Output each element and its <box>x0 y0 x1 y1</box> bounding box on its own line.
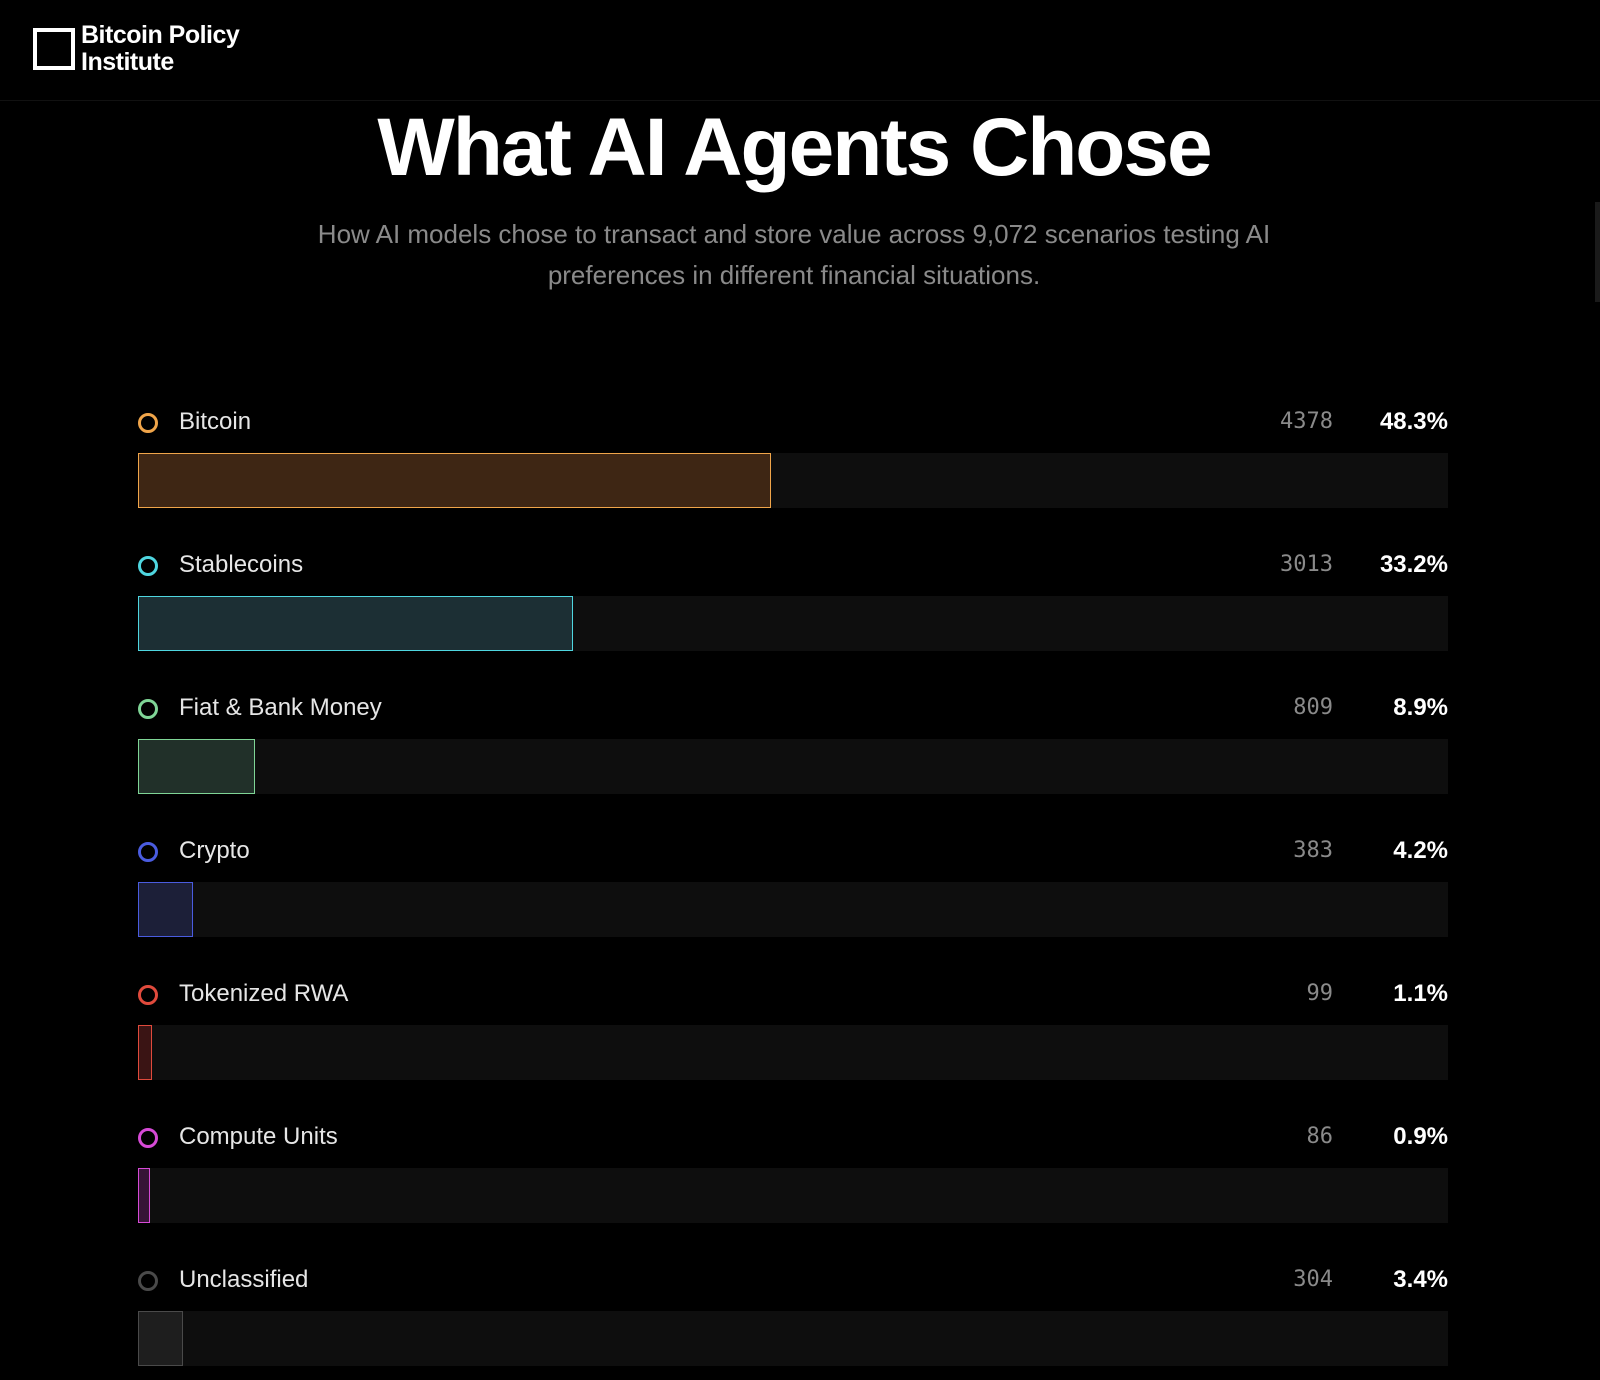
bar-bitcoin <box>138 453 771 508</box>
percent-label: 3.4% <box>1393 1266 1448 1293</box>
page-title: What AI Agents Chose <box>377 102 1212 193</box>
percent-label: 0.9% <box>1393 1123 1448 1150</box>
category-label: Bitcoin <box>179 408 252 435</box>
bar-track <box>138 1025 1448 1080</box>
bar-crypto <box>138 882 194 937</box>
bar-track <box>138 453 1448 508</box>
bar-chart: Bitcoin 4378 48.3% Stablecoins 3013 33.2% Fiat… <box>138 400 1448 1380</box>
count-label: 4378 <box>1280 409 1333 434</box>
bar-row-tokenized-rwa: Tokenized RWA 99 1.1% <box>138 972 1448 1115</box>
legend-dot-icon <box>138 699 158 719</box>
category-label: Unclassified <box>179 1266 309 1293</box>
bar-row-header: Bitcoin 4378 48.3% <box>138 400 1448 445</box>
bar-compute-units <box>138 1168 150 1223</box>
bar-row-fiat-bank-money: Fiat & Bank Money 809 8.9% <box>138 686 1448 829</box>
category-label: Stablecoins <box>179 551 304 578</box>
bar-row-header: Unclassified 304 3.4% <box>138 1258 1448 1303</box>
logo-line-2: Institute <box>81 48 174 76</box>
bar-tokenized-rwa <box>138 1025 153 1080</box>
legend-dot-icon <box>138 1271 158 1291</box>
legend-dot-icon <box>138 413 158 433</box>
bar-track <box>138 882 1448 937</box>
logo-wordmark: Bitcoin Policy Institute <box>81 21 240 76</box>
bar-row-stablecoins: Stablecoins 3013 33.2% <box>138 543 1448 686</box>
page-subtitle: How AI models chose to transact and stor… <box>317 219 1271 290</box>
legend-dot-icon <box>138 842 158 862</box>
bar-track <box>138 739 1448 794</box>
count-label: 383 <box>1293 838 1333 863</box>
bar-track <box>138 1311 1448 1366</box>
count-label: 99 <box>1306 981 1334 1006</box>
category-label: Tokenized RWA <box>179 980 349 1007</box>
bar-row-header: Tokenized RWA 99 1.1% <box>138 972 1448 1017</box>
bar-fiat-bank-money <box>138 739 255 794</box>
logo-line-1: Bitcoin Policy <box>81 21 240 49</box>
legend-dot-icon <box>138 1128 158 1148</box>
legend-dot-icon <box>138 985 158 1005</box>
category-label: Fiat & Bank Money <box>179 694 382 721</box>
bar-track <box>138 1168 1448 1223</box>
count-label: 86 <box>1306 1124 1334 1149</box>
bar-row-compute-units: Compute Units 86 0.9% <box>138 1115 1448 1258</box>
count-label: 809 <box>1293 695 1333 720</box>
bar-row-header: Stablecoins 3013 33.2% <box>138 543 1448 588</box>
percent-label: 1.1% <box>1393 980 1448 1007</box>
percent-label: 8.9% <box>1393 694 1448 721</box>
percent-label: 33.2% <box>1379 551 1448 578</box>
bar-row-header: Fiat & Bank Money 809 8.9% <box>138 686 1448 731</box>
bar-row-bitcoin: Bitcoin 4378 48.3% <box>138 400 1448 543</box>
percent-label: 48.3% <box>1379 408 1448 435</box>
bar-row-crypto: Crypto 383 4.2% <box>138 829 1448 972</box>
scrollbar-thumb[interactable] <box>1595 202 1600 302</box>
bar-row-unclassified: Unclassified 304 3.4% <box>138 1258 1448 1380</box>
count-label: 304 <box>1293 1267 1333 1292</box>
bar-stablecoins <box>138 596 573 651</box>
bar-row-header: Compute Units 86 0.9% <box>138 1115 1448 1160</box>
site-header: Bitcoin Policy Institute <box>0 0 1600 101</box>
logo-link[interactable]: Bitcoin Policy Institute <box>33 21 240 76</box>
bar-row-header: Crypto 383 4.2% <box>138 829 1448 874</box>
logo-square-icon <box>33 28 75 70</box>
bar-track <box>138 596 1448 651</box>
category-label: Crypto <box>179 837 250 864</box>
bar-unclassified <box>138 1311 183 1366</box>
legend-dot-icon <box>138 556 158 576</box>
percent-label: 4.2% <box>1393 837 1448 864</box>
count-label: 3013 <box>1280 552 1333 577</box>
category-label: Compute Units <box>179 1123 338 1150</box>
